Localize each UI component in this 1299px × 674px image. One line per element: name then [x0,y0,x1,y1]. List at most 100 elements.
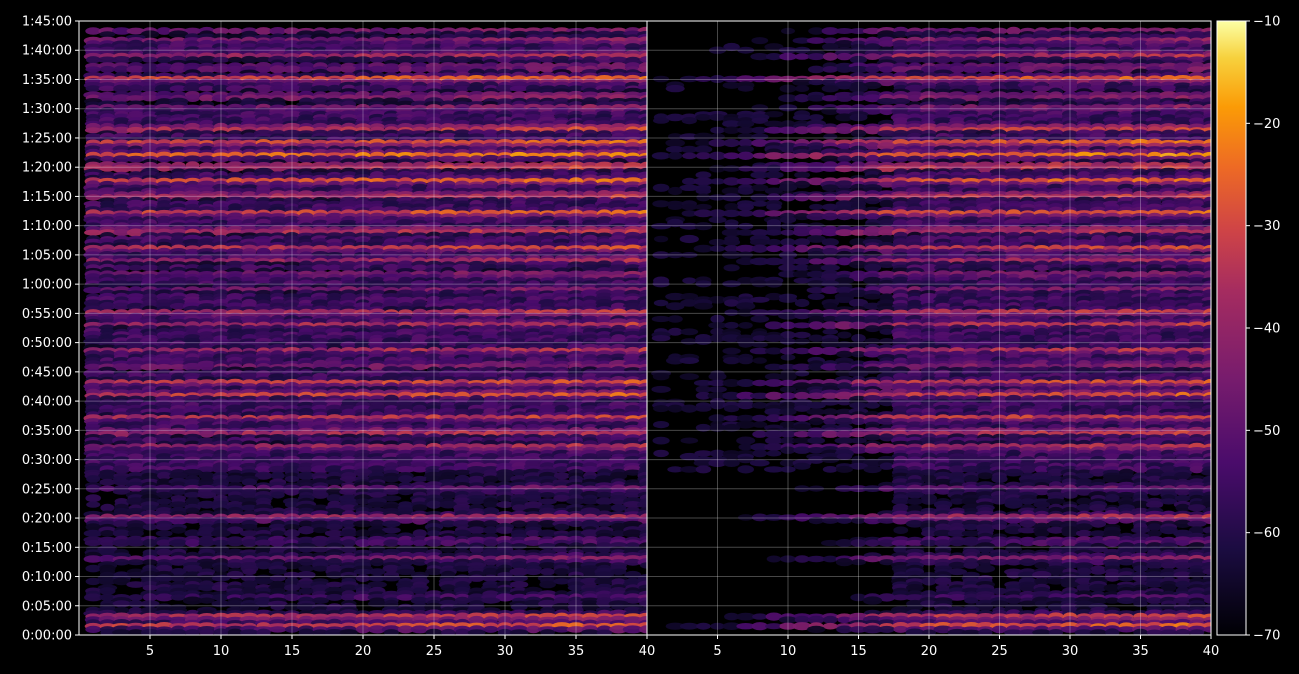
heatmap-cell [227,155,243,163]
heatmap-cell [296,56,317,64]
heatmap-cell [85,85,101,92]
heatmap-cell [297,155,315,163]
heatmap-cell [85,194,101,201]
heatmap-cell [397,85,415,93]
heatmap-cell [157,165,172,172]
heatmap-cell [311,85,330,92]
heatmap-cell [199,94,215,102]
heatmap-cell [326,66,343,73]
heatmap-cell [184,193,202,201]
heatmap-cell [112,94,131,103]
heatmap-cell [299,66,314,73]
heatmap-cell [155,66,173,73]
heatmap-cell [566,66,586,73]
heatmap-cell [495,84,515,93]
heatmap-cell [567,85,585,92]
heatmap-cell [241,55,258,64]
heatmap-cell [285,56,299,64]
heatmap-cell [382,65,401,73]
heatmap-cell [140,30,160,38]
heatmap-cell [509,155,529,163]
heatmap-cell [156,155,172,163]
heatmap-cell [595,55,614,64]
heatmap-cell [100,165,115,172]
heatmap-cell [540,155,555,163]
heatmap-cell [112,264,131,272]
heatmap-cell [86,56,101,64]
heatmap-cell [539,66,556,73]
heatmap-cell [112,126,132,134]
heatmap-cell [168,30,189,38]
heatmap-cell [353,98,373,105]
heatmap-cell [624,155,642,163]
heatmap-cell [552,55,572,64]
heatmap-cell [439,55,458,64]
heatmap-cell [284,27,300,35]
heatmap-cell [454,56,471,64]
heatmap-cell [226,85,245,92]
heatmap-cell [112,56,131,64]
heatmap-cell [325,27,344,35]
heatmap-cell [283,95,301,102]
heatmap-cell [369,56,385,63]
heatmap-cell [113,65,130,74]
heatmap-cell [112,155,131,163]
heatmap-cell [240,155,259,163]
heatmap-cell [340,65,358,73]
heatmap-cell [254,56,273,63]
heatmap-cell [453,156,472,162]
heatmap-cell [112,27,132,35]
heatmap-cell [126,27,145,35]
heatmap-cell [183,155,202,163]
heatmap-cell [255,27,272,35]
heatmap-cell [411,27,429,35]
heatmap-cell [284,154,300,164]
heatmap-cell [227,27,243,35]
heatmap-cell [97,56,118,64]
heatmap-cell [497,56,513,64]
heatmap-cell [454,85,471,92]
heatmap-cell [183,85,203,92]
heatmap-cell [227,165,244,173]
heatmap-cell [99,31,116,38]
heatmap-cell [509,85,529,92]
heatmap-cell [410,56,429,63]
heatmap-cell [339,56,359,63]
left-heatmap-cells [83,26,647,635]
heatmap-cell [410,66,429,73]
heatmap-cell [198,85,215,92]
heatmap-cell [353,85,373,93]
heatmap-cell [85,66,101,73]
heatmap-cell [169,155,188,163]
heatmap-cell [469,155,484,163]
heatmap-cell [410,85,430,92]
heatmap-cell [609,56,628,63]
heatmap-cell [156,56,172,64]
heatmap-cell [311,97,330,106]
heatmap-cell [282,65,302,74]
heatmap-cell [467,94,486,103]
heatmap-cell [326,56,344,64]
heatmap-cell [398,65,413,74]
heatmap-cell [540,56,556,64]
heatmap-cell [397,27,414,35]
heatmap-cell [525,65,542,73]
heatmap-cell [327,84,342,93]
heatmap-cell [141,65,159,74]
heatmap-cell [410,94,430,102]
heatmap-cell [453,65,472,74]
heatmap-cell [368,65,387,73]
heatmap-cell [142,95,158,102]
heatmap-cell [128,84,143,93]
heatmap-cell [269,165,287,172]
heatmap-cell [212,84,230,93]
heatmap-cell [311,264,330,272]
heatmap-cell [426,156,442,162]
heatmap-cell [126,126,145,134]
heatmap-cell [523,155,544,163]
heatmap-cell [128,56,144,64]
heatmap-cell [253,84,274,93]
heatmap-cell [425,66,443,73]
heatmap-cell [269,65,286,74]
heatmap-cell [126,65,146,74]
